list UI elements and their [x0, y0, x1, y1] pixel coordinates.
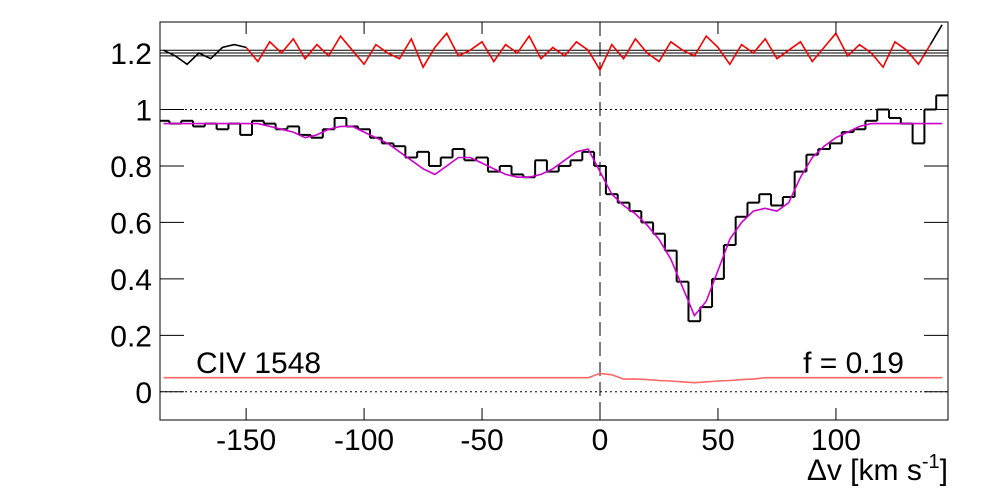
series-line — [163, 24, 943, 66]
x-axis-label-text: Δv [km s — [807, 454, 922, 487]
series-line — [163, 372, 943, 384]
y-tick-label: 1.2 — [110, 38, 152, 71]
y-tick-label: 0 — [135, 377, 152, 410]
annotation: CIV 1548 — [196, 347, 321, 380]
x-tick-label: -100 — [334, 424, 394, 457]
y-tick-label: 0.8 — [110, 151, 152, 184]
x-tick-label: 0 — [592, 424, 609, 457]
x-axis-label: Δv [km s-1] — [807, 451, 948, 487]
x-axis-label-end: ] — [940, 454, 948, 487]
x-tick-label: -50 — [460, 424, 503, 457]
frame — [159, 21, 949, 421]
y-tick-label: 0.6 — [110, 207, 152, 240]
y-tick-label: 1 — [135, 95, 152, 128]
x-tick-label: 50 — [701, 424, 734, 457]
series-line — [163, 122, 943, 318]
y-tick-label: 0.2 — [110, 320, 152, 353]
x-axis-label-sup: -1 — [922, 451, 940, 473]
annotation: f = 0.19 — [803, 347, 904, 380]
x-tick-label: -150 — [216, 424, 276, 457]
series-line — [245, 31, 931, 72]
y-tick-label: 0.4 — [110, 264, 152, 297]
x-tick-label: 100 — [811, 424, 861, 457]
